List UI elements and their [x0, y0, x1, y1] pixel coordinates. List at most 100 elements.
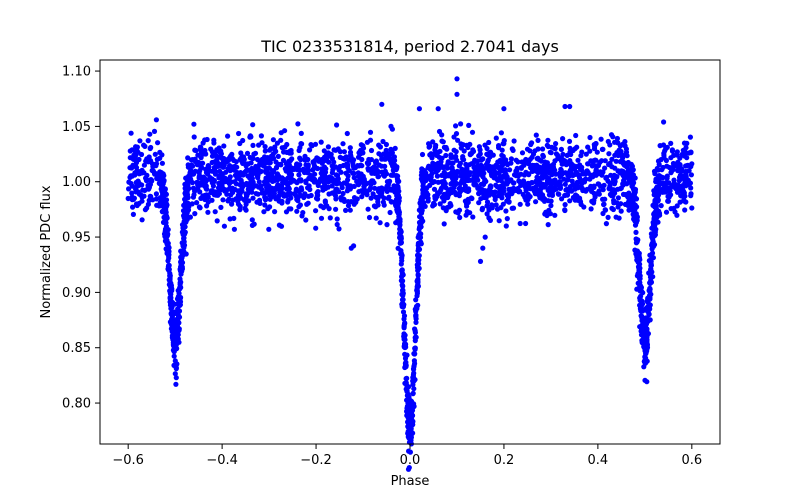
data-point	[381, 156, 388, 162]
data-point	[551, 187, 557, 193]
data-point	[163, 223, 169, 229]
data-point	[597, 159, 603, 166]
data-point	[276, 198, 282, 204]
data-point	[148, 177, 154, 183]
data-point	[298, 141, 304, 147]
data-point	[218, 204, 224, 210]
data-point	[228, 192, 234, 198]
data-point	[205, 199, 211, 205]
data-point	[430, 139, 436, 145]
data-point	[622, 139, 628, 145]
data-point	[484, 151, 490, 157]
data-point	[483, 178, 489, 184]
data-point	[547, 211, 554, 217]
data-point	[416, 253, 422, 259]
data-point	[477, 147, 483, 153]
data-point	[471, 164, 477, 170]
data-point	[563, 187, 569, 193]
data-point	[145, 138, 151, 144]
data-point	[380, 138, 386, 145]
data-point	[381, 151, 387, 157]
data-point	[414, 288, 420, 294]
data-point	[513, 157, 519, 163]
data-point	[529, 154, 535, 160]
data-point	[612, 178, 618, 184]
data-point	[327, 215, 333, 221]
data-point	[212, 209, 218, 215]
data-point	[628, 169, 634, 175]
data-point	[562, 202, 568, 208]
data-point	[647, 302, 653, 308]
data-point	[495, 177, 501, 183]
data-point	[684, 163, 690, 169]
data-point	[146, 197, 152, 203]
data-point	[239, 158, 245, 164]
data-point	[170, 331, 176, 337]
data-point	[633, 229, 639, 235]
data-point	[166, 262, 172, 269]
data-point	[375, 202, 381, 208]
data-point	[154, 202, 160, 208]
data-point	[553, 141, 559, 147]
data-point	[688, 172, 695, 178]
data-point	[294, 196, 300, 203]
data-point	[602, 158, 608, 164]
x-tick-label: 0.6	[681, 453, 702, 468]
data-point	[430, 160, 436, 166]
data-point	[303, 162, 309, 168]
data-point	[303, 217, 309, 223]
data-point	[358, 162, 364, 168]
data-point	[233, 181, 239, 187]
data-point	[545, 222, 551, 228]
data-point	[395, 184, 401, 190]
data-point	[529, 140, 535, 146]
data-point	[432, 195, 438, 201]
data-point	[511, 138, 517, 144]
data-point	[337, 163, 343, 170]
data-point	[589, 163, 595, 169]
data-point	[355, 154, 362, 160]
data-point	[130, 211, 136, 217]
data-point	[578, 201, 584, 207]
data-point	[395, 173, 401, 179]
data-point	[616, 215, 622, 221]
data-point	[159, 160, 165, 166]
data-point	[226, 196, 232, 202]
data-point	[558, 146, 565, 152]
data-point	[347, 149, 354, 155]
data-point	[476, 153, 482, 159]
data-point	[368, 157, 374, 163]
data-point	[193, 147, 199, 154]
data-point	[654, 178, 660, 184]
data-point	[412, 377, 418, 383]
data-point	[143, 178, 150, 184]
data-point	[525, 201, 531, 207]
data-point	[159, 170, 165, 176]
data-point	[585, 144, 591, 150]
data-point	[247, 154, 253, 161]
data-point	[202, 175, 208, 181]
data-point	[368, 195, 374, 201]
data-point	[212, 171, 219, 177]
data-point	[200, 160, 206, 166]
data-point	[480, 245, 486, 251]
data-point	[394, 187, 400, 194]
data-point	[510, 147, 516, 153]
data-point	[414, 304, 420, 310]
data-point	[262, 144, 268, 150]
data-point	[637, 257, 643, 263]
data-point	[442, 174, 448, 180]
data-point	[272, 209, 278, 215]
data-point	[161, 214, 167, 220]
data-point	[136, 180, 142, 187]
data-point	[682, 148, 688, 155]
data-point	[544, 160, 551, 166]
data-point	[412, 360, 418, 367]
data-point	[129, 173, 135, 179]
data-point	[601, 182, 607, 188]
data-point	[159, 177, 165, 183]
data-point	[440, 205, 446, 211]
data-point	[182, 205, 189, 211]
data-point	[527, 186, 534, 192]
x-tick-label: 0.2	[494, 453, 515, 468]
